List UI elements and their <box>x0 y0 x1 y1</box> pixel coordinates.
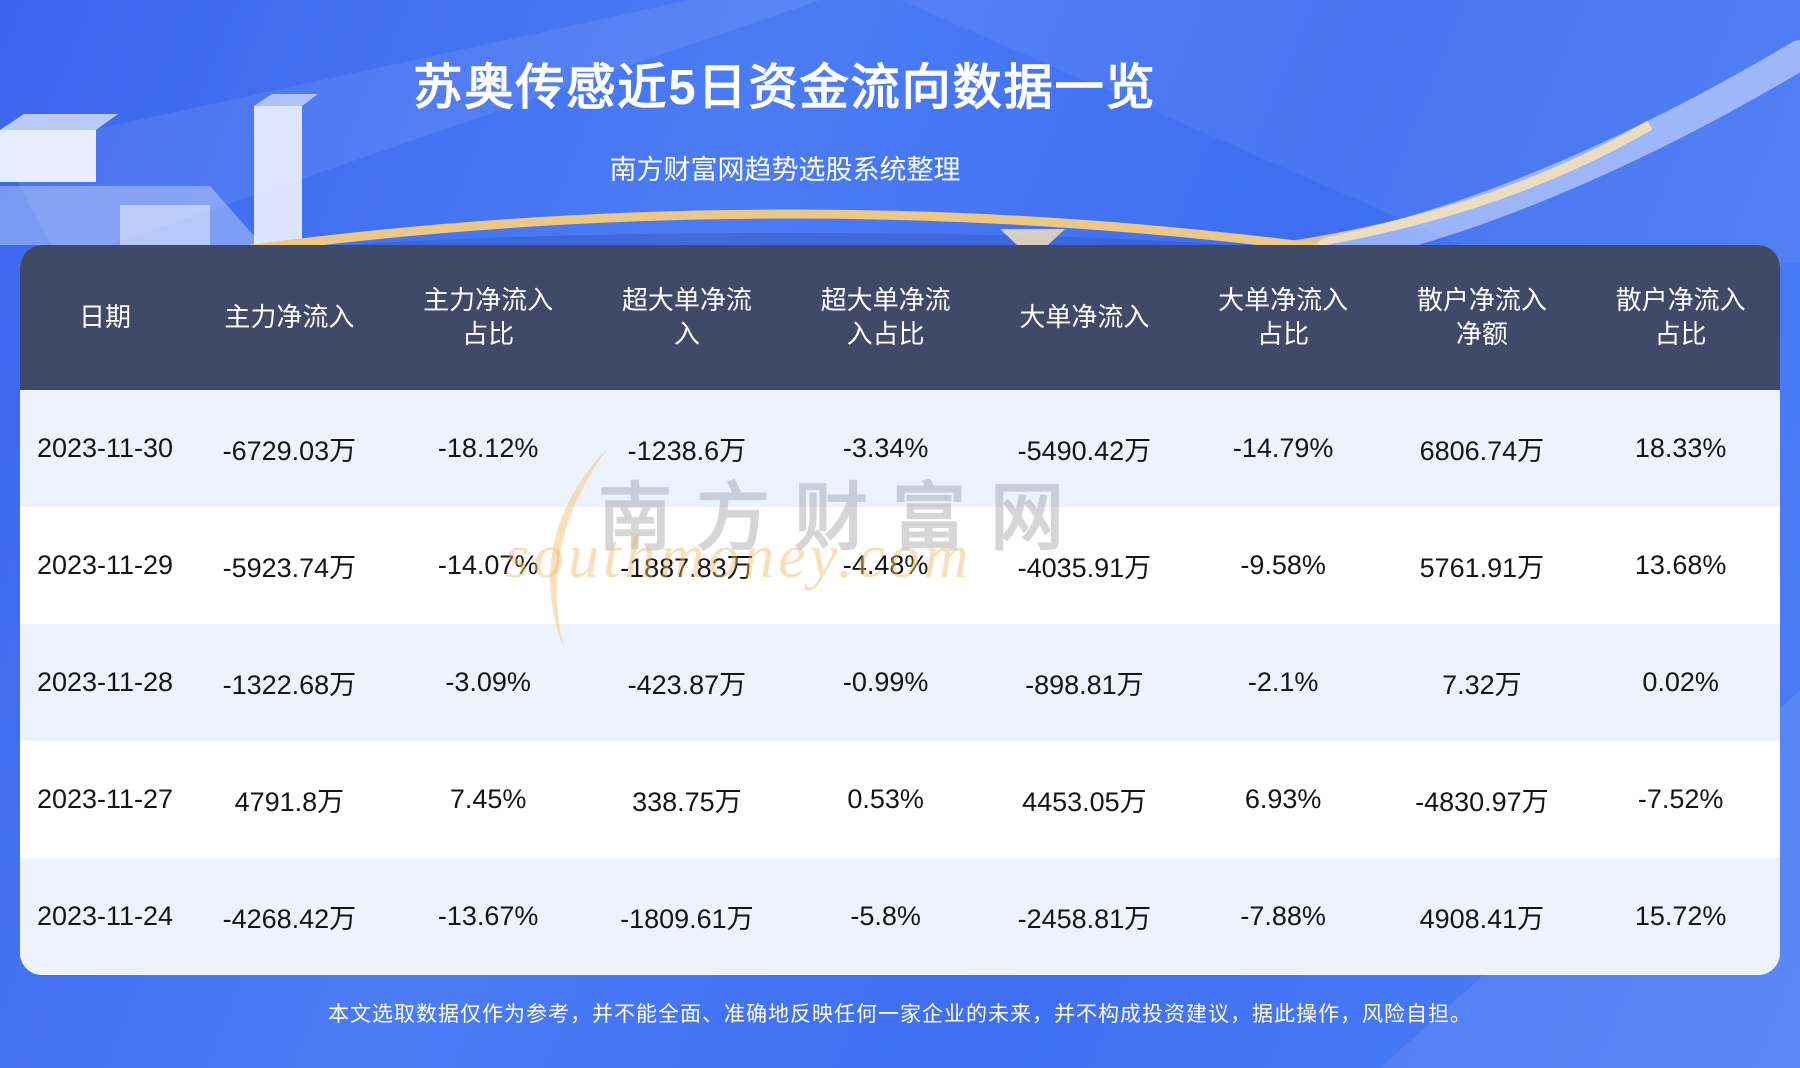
light-streak <box>0 0 820 262</box>
gold-trapezoid <box>1000 229 1065 245</box>
value-cell: -3.34% <box>842 433 929 463</box>
value-cell: 7.32万 <box>1442 670 1522 700</box>
header-cell-large-order-net-inflow-pct: 大单净流入 占比 <box>1184 284 1383 352</box>
value-cell: 6.93% <box>1244 784 1322 814</box>
value-cell: 4908.41万 <box>1419 904 1545 934</box>
header-cell-xl-order-net-inflow: 超大单净流 入 <box>588 284 787 352</box>
value-cell: -423.87万 <box>627 670 747 700</box>
header-cell-retail-net-inflow: 散户净流入 净额 <box>1383 284 1582 352</box>
header-label: 大单净流入 <box>1019 301 1150 332</box>
value-cell: -0.99% <box>842 667 929 697</box>
header-label: 超大单净流 入占比 <box>820 284 951 349</box>
light-streak <box>900 0 1800 262</box>
value-cell: -3.09% <box>445 667 531 697</box>
fund-flow-table: 日期 主力净流入 主力净流入 占比 超大单净流 入 超大单净流 入占比 大单净流… <box>20 245 1780 975</box>
value-cell: -9.58% <box>1240 550 1326 580</box>
value-cell: -4035.91万 <box>1017 553 1152 583</box>
header-label: 主力净流入 占比 <box>423 284 554 349</box>
date-cell: 2023-11-24 <box>36 901 174 931</box>
value-cell: -2.1% <box>1247 667 1319 697</box>
value-cell: -1887.83万 <box>620 553 754 583</box>
value-cell: -14.79% <box>1232 433 1334 463</box>
page-subtitle: 南方财富网趋势选股系统整理 <box>609 155 961 185</box>
value-cell: -898.81万 <box>1025 670 1144 700</box>
value-cell: 4453.05万 <box>1022 787 1147 817</box>
value-cell: -1322.68万 <box>222 670 357 700</box>
value-cell: -4268.42万 <box>222 904 357 934</box>
value-cell: 6806.74万 <box>1419 436 1545 466</box>
header-label: 日期 <box>78 301 131 332</box>
date-cell: 2023-11-30 <box>36 433 174 463</box>
table-row: 2023-11-29 -5923.74万 -14.07% -1887.83万 -… <box>20 507 1780 624</box>
header-cell-date: 日期 <box>20 301 190 335</box>
value-cell: -5.8% <box>850 901 921 931</box>
date-cell: 2023-11-27 <box>36 784 174 814</box>
table-row: 2023-11-27 4791.8万 7.45% 338.75万 0.53% 4… <box>20 741 1780 858</box>
header-label: 超大单净流 入 <box>621 284 752 349</box>
date-cell: 2023-11-28 <box>36 667 174 697</box>
page-title: 苏奥传感近5日资金流向数据一览 <box>413 61 1157 115</box>
value-cell: 0.02% <box>1642 667 1719 697</box>
gold-arc <box>229 209 1351 257</box>
value-cell: -4830.97万 <box>1415 787 1549 817</box>
header-cell-xl-order-net-inflow-pct: 超大单净流 入占比 <box>786 284 985 352</box>
date-cell: 2023-11-29 <box>36 550 174 580</box>
header-label: 主力净流入 <box>224 301 355 332</box>
gold-swoosh <box>1244 120 1653 257</box>
value-cell: 0.53% <box>847 784 924 814</box>
value-cell: -5490.42万 <box>1017 436 1152 466</box>
value-cell: 18.33% <box>1634 433 1727 463</box>
value-cell: 7.45% <box>449 784 527 814</box>
value-cell: 5761.91万 <box>1419 553 1545 583</box>
value-cell: 4791.8万 <box>234 787 345 817</box>
table-row: 2023-11-30 -6729.03万 -18.12% -1238.6万 -3… <box>20 390 1780 507</box>
table-header-row: 日期 主力净流入 主力净流入 占比 超大单净流 入 超大单净流 入占比 大单净流… <box>20 245 1780 390</box>
disclaimer-text: 本文选取数据仅作为参考，并不能全面、准确地反映任何一家企业的未来，并不构成投资建… <box>328 1003 1472 1026</box>
deco-3d-blocks <box>0 94 318 245</box>
table-row: 2023-11-28 -1322.68万 -3.09% -423.87万 -0.… <box>20 624 1780 741</box>
header-label: 大单净流入 占比 <box>1218 284 1349 349</box>
table-row: 2023-11-24 -4268.42万 -13.67% -1809.61万 -… <box>20 858 1780 975</box>
header-label: 散户净流入 净额 <box>1416 284 1547 349</box>
value-cell: -1238.6万 <box>627 436 747 466</box>
value-cell: -7.88% <box>1240 901 1326 931</box>
value-cell: -4.48% <box>842 550 929 580</box>
header-cell-main-net-inflow: 主力净流入 <box>190 301 389 335</box>
value-cell: -13.67% <box>437 901 539 931</box>
header-label: 散户净流入 占比 <box>1615 284 1746 349</box>
value-cell: 15.72% <box>1634 901 1727 931</box>
white-streak <box>1315 40 1800 267</box>
header-cell-main-net-inflow-pct: 主力净流入 占比 <box>389 284 588 352</box>
value-cell: -18.12% <box>437 433 539 463</box>
value-cell: -1809.61万 <box>620 904 754 934</box>
header-cell-retail-net-inflow-pct: 散户净流入 占比 <box>1581 284 1780 352</box>
value-cell: -5923.74万 <box>222 553 357 583</box>
header-cell-large-order-net-inflow: 大单净流入 <box>985 301 1184 335</box>
value-cell: -7.52% <box>1637 784 1724 814</box>
value-cell: 13.68% <box>1634 550 1727 580</box>
value-cell: 338.75万 <box>632 787 742 817</box>
value-cell: -6729.03万 <box>222 436 357 466</box>
value-cell: -2458.81万 <box>1017 904 1152 934</box>
value-cell: -14.07% <box>437 550 539 580</box>
